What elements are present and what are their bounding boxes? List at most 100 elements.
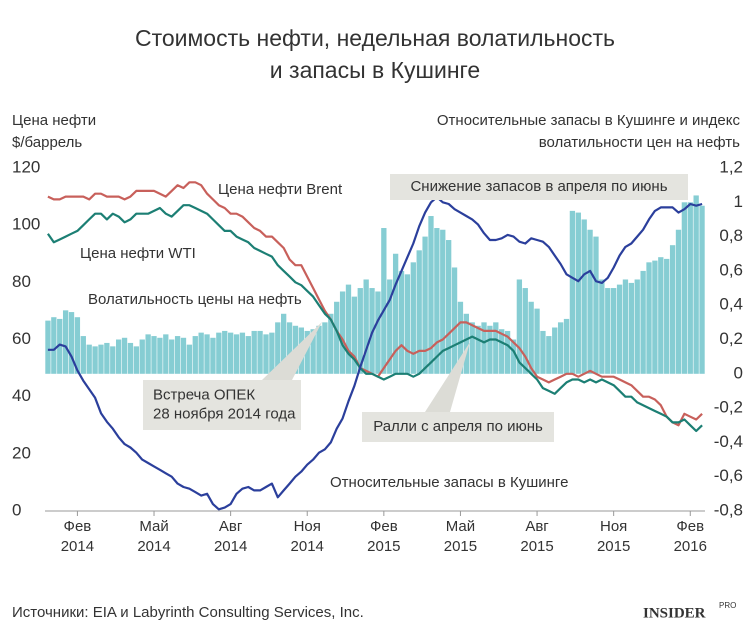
bar [646, 262, 652, 374]
logo-sup: PRO [719, 601, 736, 610]
bar [392, 253, 399, 374]
x-tick-label: Авг 2014 [213, 518, 248, 555]
bar [263, 334, 269, 374]
series-label: Цена нефти WTI [80, 245, 196, 262]
bar [169, 339, 175, 374]
bar [428, 216, 434, 374]
bar [121, 337, 128, 374]
bar [664, 258, 670, 374]
bar [546, 336, 552, 374]
y-tick-label: 80 [12, 272, 31, 291]
bar [322, 322, 328, 374]
bar [675, 229, 682, 374]
bar [611, 288, 617, 374]
bar [222, 330, 228, 374]
series-label: Относительные запасы в Кушинге [330, 474, 568, 491]
callout-pointer [262, 322, 322, 380]
y2-tick-label: 1 [734, 192, 743, 211]
bar [693, 195, 699, 374]
bar [151, 336, 157, 374]
series-label: Волатильность цены на нефть [88, 291, 302, 308]
bar [245, 336, 251, 374]
bar [180, 337, 187, 374]
callout-box [390, 174, 688, 200]
bar [387, 279, 393, 374]
bar [227, 332, 234, 374]
bar [687, 202, 693, 374]
bar [669, 245, 676, 374]
bar [499, 329, 505, 374]
bar [286, 322, 293, 374]
bar [434, 228, 440, 374]
bar [457, 301, 464, 374]
bar [493, 322, 499, 374]
bar [599, 279, 605, 374]
bar [269, 332, 275, 374]
bar [681, 202, 688, 374]
bar [616, 284, 623, 374]
bar [522, 288, 528, 374]
callout-box [143, 380, 301, 430]
logo: INSIDER [643, 605, 706, 621]
bar [510, 339, 517, 374]
bar [281, 313, 287, 374]
y2-tick-label: -0,2 [714, 398, 743, 417]
x-tick-label: Фев 2014 [60, 518, 95, 555]
bar [640, 270, 646, 374]
bar [481, 322, 487, 374]
bar [210, 337, 216, 374]
y2-tick-label: -0,4 [714, 432, 743, 451]
bar [62, 310, 69, 374]
bar [422, 236, 428, 374]
x-tick-label: Фев 2016 [673, 518, 707, 555]
y2-tick-label: 0,8 [719, 226, 743, 245]
bar [516, 279, 523, 374]
bar [581, 219, 587, 374]
x-tick-label: Май 2014 [137, 518, 171, 555]
y-axis-label: Цена нефти [12, 112, 96, 129]
bar [86, 344, 92, 374]
bar [216, 332, 222, 374]
bar [475, 325, 481, 374]
bar [534, 308, 540, 374]
y2-tick-label: 0 [734, 363, 743, 382]
bar [80, 336, 86, 374]
y-tick-label: 60 [12, 329, 31, 348]
source: Источники: EIA и Labyrinth Consulting Se… [12, 604, 364, 621]
bar [68, 312, 75, 374]
y-tick-label: 100 [12, 215, 40, 234]
bar [345, 284, 352, 374]
bar [251, 330, 257, 374]
bar [98, 344, 104, 374]
bar [504, 330, 511, 374]
callout-text: Встреча ОПЕК [153, 386, 255, 403]
bar [363, 279, 369, 374]
series-label: Цена нефти Brent [218, 181, 343, 198]
bar [575, 212, 581, 374]
bar [239, 332, 246, 374]
bar [334, 301, 340, 374]
bar [204, 334, 210, 374]
bar [45, 320, 51, 374]
bar [257, 330, 263, 374]
bar [116, 339, 122, 374]
y-tick-label: 120 [12, 157, 40, 176]
chart-title: Стоимость нефти, недельная волатильность [135, 25, 615, 51]
bar [110, 346, 116, 374]
bar [163, 334, 169, 374]
bar [398, 270, 405, 374]
bar [233, 334, 240, 374]
bar [451, 267, 458, 374]
bar [658, 257, 664, 374]
bar [699, 205, 705, 374]
y2-tick-label: 0,2 [719, 329, 743, 348]
y2-tick-label: 0,6 [719, 260, 743, 279]
bar [381, 228, 387, 374]
bar [198, 332, 204, 374]
bar [133, 346, 139, 374]
bar [557, 322, 564, 374]
x-tick-label: Май 2015 [443, 518, 478, 555]
bar [634, 279, 640, 374]
y-axis-label: $/баррель [12, 134, 82, 151]
bar [528, 301, 534, 374]
